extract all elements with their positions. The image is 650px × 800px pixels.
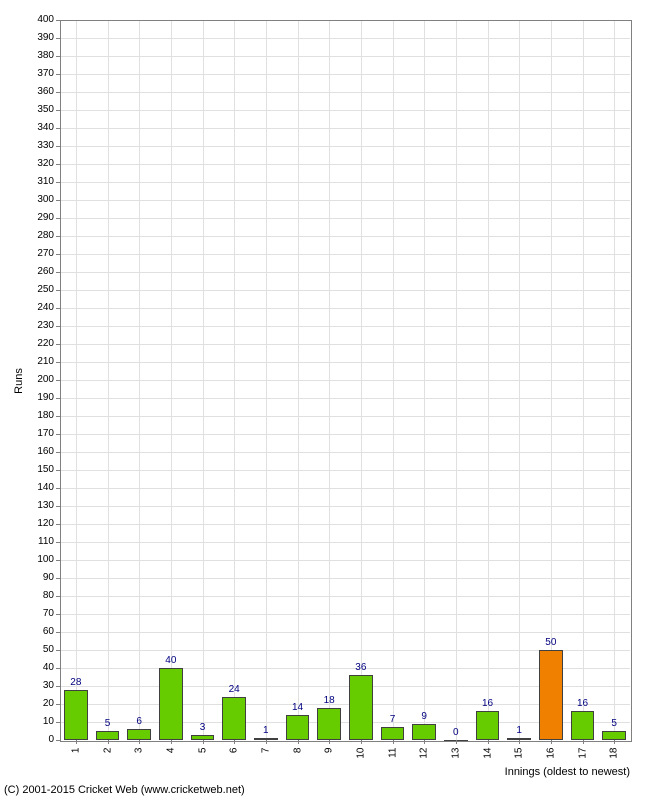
tick-label-y: 310 — [30, 176, 54, 187]
tick-label-y: 70 — [30, 608, 54, 619]
tick-label-x: 9 — [324, 748, 335, 768]
tick-label-y: 360 — [30, 86, 54, 97]
tick-label-y: 190 — [30, 392, 54, 403]
tick-label-y: 210 — [30, 356, 54, 367]
tick-label-y: 30 — [30, 680, 54, 691]
tick-label-y: 220 — [30, 338, 54, 349]
tick-label-x: 2 — [102, 748, 113, 768]
tick-label-y: 340 — [30, 122, 54, 133]
tick-label-y: 180 — [30, 410, 54, 421]
tick-label-x: 8 — [292, 748, 303, 768]
tick-label-x: 15 — [514, 748, 525, 768]
tick-label-y: 40 — [30, 662, 54, 673]
tick-label-y: 260 — [30, 266, 54, 277]
tick-label-y: 270 — [30, 248, 54, 259]
tick-label-x: 16 — [545, 748, 556, 768]
tick-label-x: 14 — [482, 748, 493, 768]
tick-label-y: 20 — [30, 698, 54, 709]
tick-label-x: 4 — [165, 748, 176, 768]
tick-label-y: 320 — [30, 158, 54, 169]
tick-label-x: 13 — [450, 748, 461, 768]
tick-label-y: 50 — [30, 644, 54, 655]
tick-label-y: 200 — [30, 374, 54, 385]
tick-label-x: 12 — [419, 748, 430, 768]
tick-label-y: 280 — [30, 230, 54, 241]
tick-label-y: 380 — [30, 50, 54, 61]
y-axis-label: Runs — [13, 368, 25, 394]
tick-label-x: 3 — [134, 748, 145, 768]
tick-label-y: 370 — [30, 68, 54, 79]
tick-label-y: 160 — [30, 446, 54, 457]
tick-label-y: 60 — [30, 626, 54, 637]
tick-label-y: 400 — [30, 14, 54, 25]
tick-label-x: 11 — [387, 748, 398, 768]
tick-label-y: 290 — [30, 212, 54, 223]
tick-label-y: 250 — [30, 284, 54, 295]
tick-label-y: 0 — [30, 734, 54, 745]
tick-label-y: 80 — [30, 590, 54, 601]
tick-label-x: 6 — [229, 748, 240, 768]
tick-label-y: 350 — [30, 104, 54, 115]
tick-label-y: 240 — [30, 302, 54, 313]
plot-border — [60, 20, 632, 742]
tick-label-y: 150 — [30, 464, 54, 475]
tick-label-y: 390 — [30, 32, 54, 43]
x-axis-label: Innings (oldest to newest) — [505, 766, 630, 778]
tick-label-x: 10 — [355, 748, 366, 768]
tick-label-x: 5 — [197, 748, 208, 768]
tick-label-y: 130 — [30, 500, 54, 511]
tick-label-x: 17 — [577, 748, 588, 768]
tick-label-x: 7 — [260, 748, 271, 768]
tick-label-y: 90 — [30, 572, 54, 583]
tick-label-y: 120 — [30, 518, 54, 529]
tick-label-y: 110 — [30, 536, 54, 547]
tick-label-x: 1 — [70, 748, 81, 768]
tick-label-y: 230 — [30, 320, 54, 331]
tick-label-y: 170 — [30, 428, 54, 439]
tick-label-x: 18 — [609, 748, 620, 768]
tick-label-y: 330 — [30, 140, 54, 151]
chart-container: 0102030405060708090100110120130140150160… — [0, 0, 650, 800]
tick-label-y: 100 — [30, 554, 54, 565]
tick-label-y: 10 — [30, 716, 54, 727]
tick-label-y: 140 — [30, 482, 54, 493]
tick-label-y: 300 — [30, 194, 54, 205]
copyright-label: (C) 2001-2015 Cricket Web (www.cricketwe… — [4, 784, 245, 796]
